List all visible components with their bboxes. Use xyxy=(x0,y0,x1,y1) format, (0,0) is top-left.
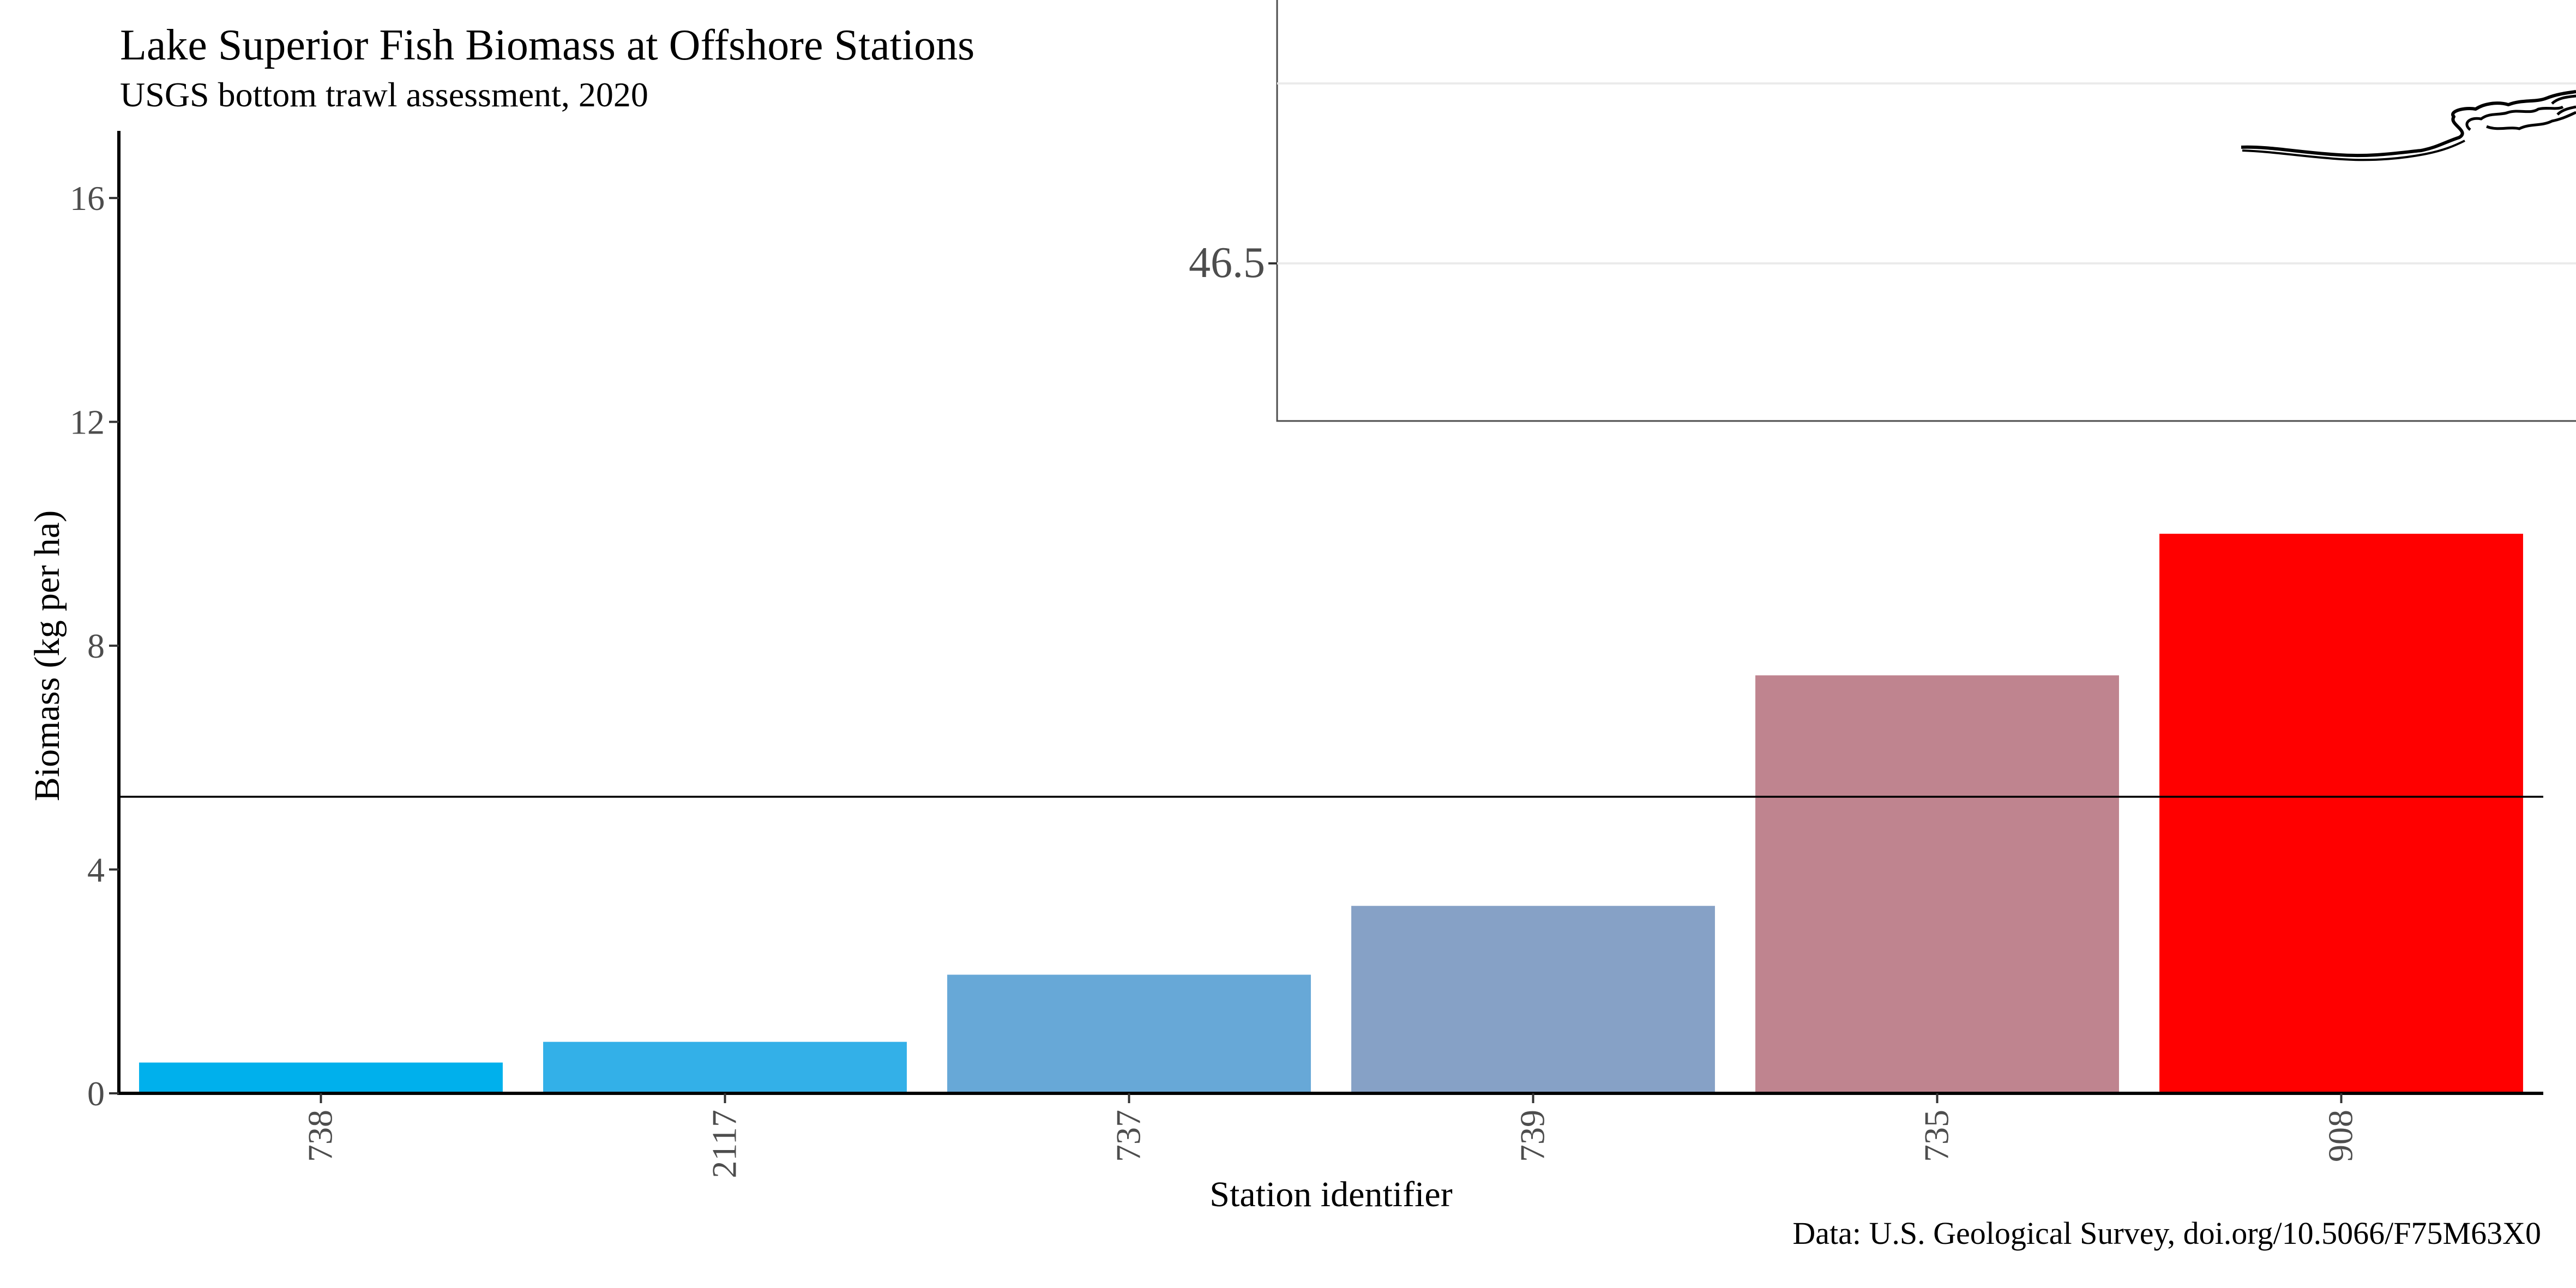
inset-panel xyxy=(1276,0,2576,422)
chart-caption: Data: U.S. Geological Survey, doi.org/10… xyxy=(1792,1215,2541,1251)
axes-layer: 0 4 8 12 16 738 2117 737 739 735 908 Station identi… xyxy=(27,131,2543,1214)
y-tick-label: 4 xyxy=(87,851,105,889)
y-axis-label: Biomass (kg per ha) xyxy=(27,510,67,801)
bar-737 xyxy=(947,974,1311,1093)
chart-subtitle: USGS bottom trawl assessment, 2020 xyxy=(120,75,648,114)
y-tick-label: 0 xyxy=(87,1074,105,1113)
shoreline-outline xyxy=(2241,90,2576,158)
x-tick-label: 738 xyxy=(301,1110,340,1162)
bar-735 xyxy=(1755,675,2119,1093)
chart-title: Lake Superior Fish Biomass at Offshore S… xyxy=(120,21,975,69)
bar-739 xyxy=(1351,906,1715,1093)
x-tick-label: 2117 xyxy=(705,1110,744,1178)
bar-908 xyxy=(2159,533,2523,1094)
y-tick-label: 16 xyxy=(70,179,105,218)
shoreline-outline xyxy=(2551,94,2576,116)
x-tick-label: 908 xyxy=(2321,1110,2360,1162)
y-tick-label: 12 xyxy=(70,403,105,442)
y-tick-label: 8 xyxy=(87,627,105,665)
bar-738 xyxy=(139,1062,503,1093)
shoreline-outline xyxy=(2242,140,2465,161)
x-tick-label: 737 xyxy=(1109,1110,1148,1162)
x-axis-label: Station identifier xyxy=(1209,1175,1452,1214)
inset-tick-label: 46.5 xyxy=(1189,239,1265,287)
bars-layer xyxy=(139,533,2523,1094)
bar-2117 xyxy=(543,1042,907,1093)
inset-map: 46.5 xyxy=(1189,0,2576,422)
x-tick-label: 739 xyxy=(1513,1110,1552,1162)
shoreline-outline xyxy=(2465,105,2576,131)
x-tick-label: 735 xyxy=(1917,1110,1956,1162)
